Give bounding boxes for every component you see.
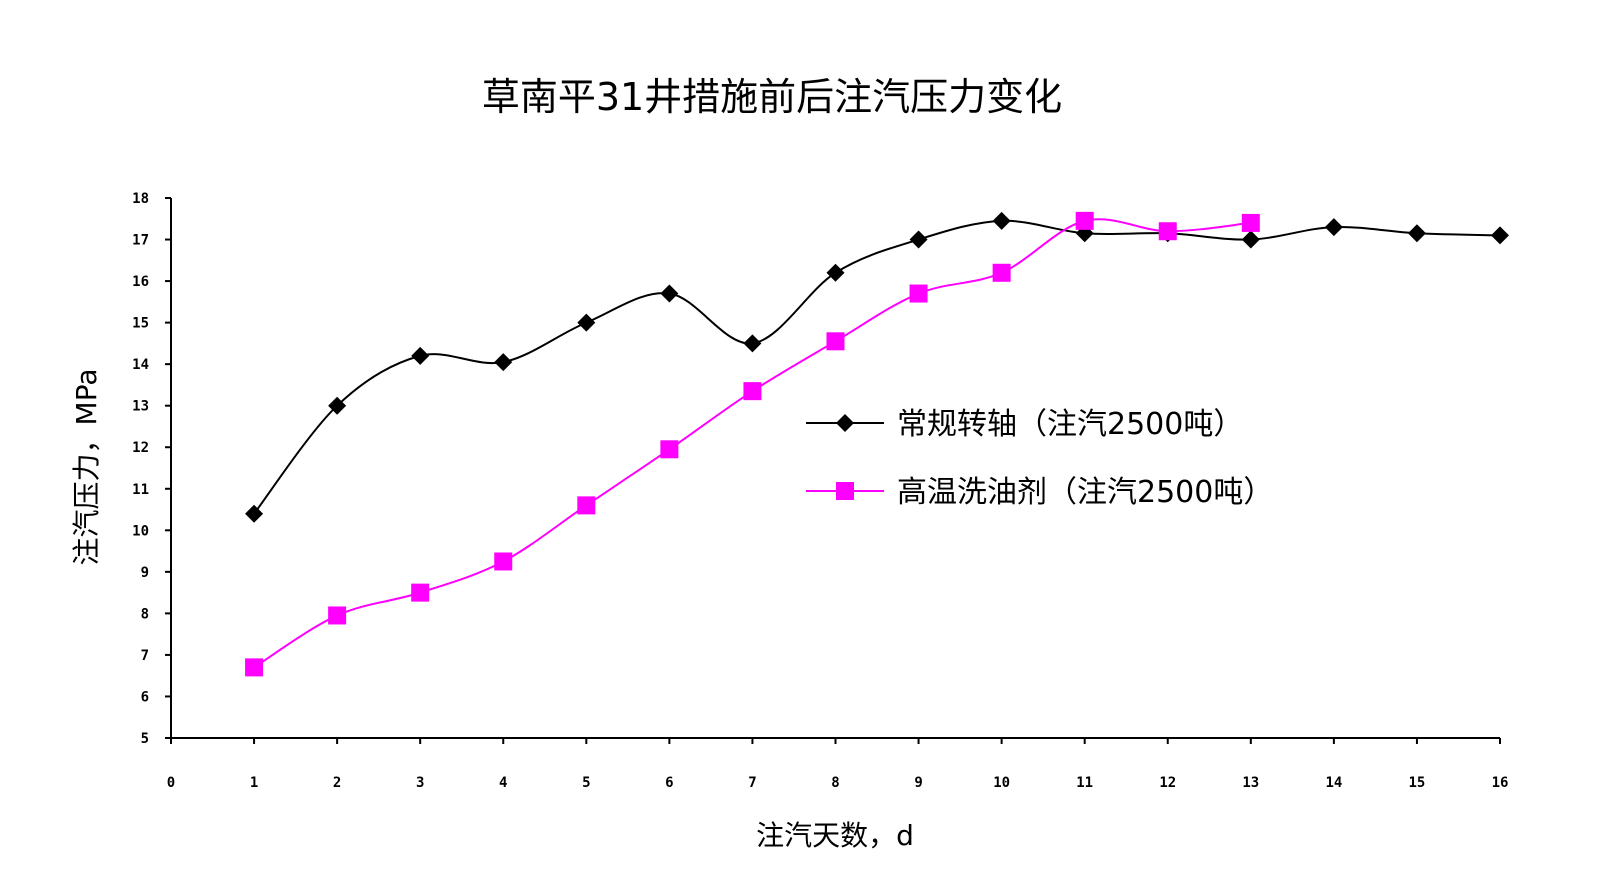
x-tick-label: 7 xyxy=(748,775,756,791)
data-point xyxy=(743,334,762,353)
y-tick-label: 15 xyxy=(132,316,149,332)
x-tick-label: 3 xyxy=(416,775,424,791)
data-point xyxy=(411,346,430,365)
x-tick-label: 14 xyxy=(1325,775,1342,791)
series-line xyxy=(253,219,1501,515)
y-tick-label: 5 xyxy=(141,731,149,747)
data-point xyxy=(1241,230,1260,249)
legend-item-2: 高温洗油剂（注汽2500吨） xyxy=(806,475,1273,510)
y-tick-label: 8 xyxy=(141,606,149,622)
legend-label: 常规转轴（注汽2500吨） xyxy=(897,407,1243,442)
chart-title: 草南平31井措施前后注汽压力变化 xyxy=(482,75,1062,119)
y-tick-label: 9 xyxy=(141,565,149,581)
x-tick-label: 9 xyxy=(914,775,922,791)
x-tick-label: 11 xyxy=(1076,775,1093,791)
series-layer xyxy=(245,211,1509,677)
x-ticks: 0 1 2 3 4 5 6 7 8 9 10 11 12 13 14 15 16 xyxy=(167,738,1509,791)
data-point xyxy=(1407,224,1426,243)
y-tick-label: 17 xyxy=(132,233,149,249)
data-point xyxy=(826,332,845,351)
data-point xyxy=(743,382,762,401)
legend-marker xyxy=(836,482,854,500)
data-point xyxy=(577,496,596,515)
data-point xyxy=(245,658,264,677)
data-point xyxy=(328,606,347,625)
data-point xyxy=(1491,226,1509,245)
y-axis-label: 注汽压力，MPa xyxy=(70,369,103,566)
series-line xyxy=(253,218,1251,669)
legend-marker xyxy=(836,414,854,432)
y-tick-label: 12 xyxy=(132,440,149,456)
x-tick-label: 2 xyxy=(333,775,341,791)
y-tick-label: 13 xyxy=(132,399,149,415)
y-tick-label: 18 xyxy=(132,191,149,207)
x-tick-label: 10 xyxy=(993,775,1010,791)
x-axis-label: 注汽天数，d xyxy=(756,819,914,852)
x-tick-label: 0 xyxy=(167,775,175,791)
data-point xyxy=(992,263,1011,282)
data-point xyxy=(660,284,679,303)
series-1 xyxy=(245,211,1509,523)
data-point xyxy=(577,313,596,332)
data-point xyxy=(1075,211,1094,230)
data-point xyxy=(494,353,513,372)
x-tick-label: 15 xyxy=(1409,775,1426,791)
data-point xyxy=(909,284,928,303)
data-point xyxy=(494,552,513,571)
y-tick-label: 14 xyxy=(132,357,149,373)
x-tick-label: 13 xyxy=(1242,775,1259,791)
data-point xyxy=(909,230,928,249)
y-tick-label: 11 xyxy=(132,482,149,498)
data-point xyxy=(1324,218,1343,237)
y-tick-label: 10 xyxy=(132,523,149,539)
x-tick-label: 6 xyxy=(665,775,673,791)
x-tick-label: 16 xyxy=(1492,775,1509,791)
x-tick-label: 8 xyxy=(831,775,839,791)
data-point xyxy=(660,440,679,459)
data-point xyxy=(328,396,347,415)
data-point xyxy=(992,211,1011,230)
y-tick-label: 7 xyxy=(141,648,149,664)
y-tick-label: 16 xyxy=(132,274,149,290)
y-tick-label: 6 xyxy=(141,689,149,705)
data-point xyxy=(1158,222,1177,241)
y-ticks: 5 6 7 8 9 10 11 12 13 14 15 16 17 18 xyxy=(132,191,171,747)
legend-label: 高温洗油剂（注汽2500吨） xyxy=(897,475,1273,510)
data-point xyxy=(245,504,264,523)
x-tick-label: 12 xyxy=(1159,775,1176,791)
x-tick-label: 4 xyxy=(499,775,507,791)
legend: 常规转轴（注汽2500吨） 高温洗油剂（注汽2500吨） xyxy=(806,407,1273,510)
data-point xyxy=(826,263,845,282)
data-point xyxy=(411,583,430,602)
x-tick-label: 1 xyxy=(250,775,258,791)
x-tick-label: 5 xyxy=(582,775,590,791)
data-point xyxy=(1241,213,1260,232)
legend-item-1: 常规转轴（注汽2500吨） xyxy=(806,407,1243,442)
series-2 xyxy=(245,211,1260,677)
